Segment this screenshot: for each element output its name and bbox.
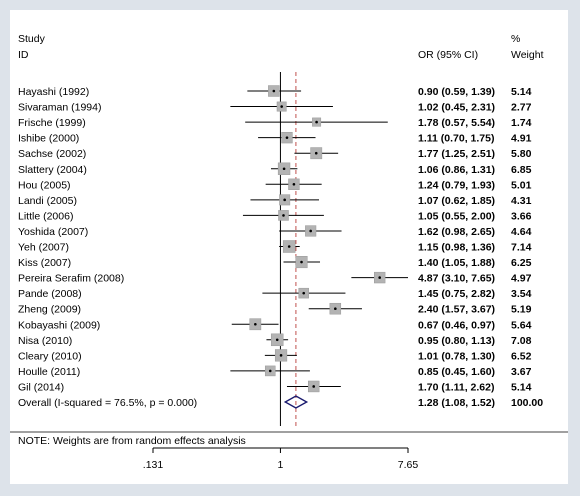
x-tick-label: 7.65 (398, 459, 419, 471)
study-name: Nisa (2010) (18, 335, 72, 347)
overall-row: Overall (I-squared = 76.5%, p = 0.000) 1.… (18, 395, 543, 409)
study-or-ci: 1.40 (1.05, 1.88) (418, 257, 495, 269)
study-weight: 4.97 (511, 273, 532, 285)
study-or-ci: 1.05 (0.55, 2.00) (418, 210, 495, 222)
forest-plot: Study ID OR (95% CI) % Weight Hayashi (1… (10, 33, 568, 471)
point-estimate (292, 183, 296, 186)
study-name: Ishibe (2000) (18, 133, 79, 145)
study-or-ci: 1.06 (0.86, 1.31) (418, 164, 495, 176)
study-or-ci: 1.11 (0.70, 1.75) (418, 133, 494, 145)
study-weight: 1.74 (511, 117, 532, 129)
header-effect: OR (95% CI) (418, 49, 478, 61)
study-name: Little (2006) (18, 210, 73, 222)
study-or-ci: 1.15 (0.98, 1.36) (418, 242, 495, 254)
overall-label: Overall (I-squared = 76.5%, p = 0.000) (18, 397, 197, 409)
study-or-ci: 2.40 (1.57, 3.67) (418, 304, 495, 316)
study-weight: 4.91 (511, 133, 532, 145)
point-estimate (300, 260, 303, 264)
study-rows: Hayashi (1992) 0.90 (0.59, 1.39) 5.14 Sivar… (18, 85, 532, 393)
note-text: NOTE: Weights are from random effects an… (18, 435, 246, 447)
x-tick-label: .131 (143, 459, 164, 471)
study-or-ci: 1.70 (1.11, 2.62) (418, 381, 494, 393)
point-estimate (309, 229, 312, 233)
study-weight: 4.31 (511, 195, 532, 207)
study-weight: 6.52 (511, 350, 532, 362)
study-name: Slattery (2004) (18, 164, 87, 176)
point-estimate (275, 338, 279, 342)
study-or-ci: 0.67 (0.46, 0.97) (418, 319, 495, 331)
study-name: Gil (2014) (18, 381, 64, 393)
study-weight: 3.54 (511, 288, 532, 300)
study-or-ci: 1.77 (1.25, 2.51) (418, 148, 495, 160)
study-name: Pereira Serafim (2008) (18, 273, 124, 285)
study-weight: 6.25 (511, 257, 532, 269)
x-tick-label: 1 (278, 459, 284, 471)
point-estimate (312, 385, 316, 388)
study-name: Frische (1999) (18, 117, 86, 129)
study-or-ci: 1.45 (0.75, 2.82) (418, 288, 495, 300)
study-name: Kiss (2007) (18, 257, 71, 269)
point-estimate (280, 105, 283, 108)
study-or-ci: 1.78 (0.57, 5.54) (418, 117, 495, 129)
study-or-ci: 1.07 (0.62, 1.85) (418, 195, 495, 207)
study-or-ci: 0.85 (0.45, 1.60) (418, 366, 495, 378)
study-name: Pande (2008) (18, 288, 82, 300)
study-weight: 7.14 (511, 242, 532, 254)
study-or-ci: 1.62 (0.98, 2.65) (418, 226, 495, 238)
point-estimate (378, 276, 381, 279)
overall-weight: 100.00 (511, 397, 543, 409)
study-name: Cleary (2010) (18, 350, 82, 362)
study-weight: 2.77 (511, 102, 532, 114)
study-weight: 5.14 (511, 86, 532, 98)
point-estimate (334, 307, 337, 311)
overall-or-ci: 1.28 (1.08, 1.52) (418, 397, 495, 409)
point-estimate (254, 322, 257, 326)
study-weight: 3.67 (511, 366, 532, 378)
study-or-ci: 0.90 (0.59, 1.39) (418, 86, 495, 98)
x-axis: .131 1 7.65 (143, 447, 419, 471)
point-estimate (285, 136, 289, 139)
study-weight: 5.01 (511, 179, 532, 191)
study-weight: 7.08 (511, 335, 532, 347)
study-name: Yeh (2007) (18, 242, 69, 254)
point-estimate (302, 291, 306, 295)
point-estimate (315, 120, 318, 124)
study-weight: 5.64 (511, 319, 532, 331)
study-or-ci: 1.01 (0.78, 1.30) (418, 350, 495, 362)
study-name: Kobayashi (2009) (18, 319, 100, 331)
overall-diamond (283, 395, 309, 409)
plot-frame: Study ID OR (95% CI) % Weight Hayashi (1… (10, 10, 568, 484)
study-weight: 4.64 (511, 226, 532, 238)
study-name: Landi (2005) (18, 195, 77, 207)
study-weight: 5.80 (511, 148, 532, 160)
point-estimate (314, 151, 318, 155)
header-study: Study (18, 33, 46, 45)
study-weight: 5.14 (511, 381, 532, 393)
study-name: Sachse (2002) (18, 148, 86, 160)
study-or-ci: 0.95 (0.80, 1.13) (418, 335, 495, 347)
study-name: Yoshida (2007) (18, 226, 88, 238)
study-or-ci: 1.24 (0.79, 1.93) (418, 179, 495, 191)
point-estimate (268, 369, 272, 373)
study-weight: 5.19 (511, 304, 532, 316)
point-estimate (279, 354, 283, 357)
point-estimate (272, 89, 276, 93)
study-weight: 3.66 (511, 210, 532, 222)
study-name: Sivaraman (1994) (18, 102, 101, 114)
header-percent: % (511, 33, 520, 45)
reference-lines (279, 72, 297, 426)
point-estimate (287, 245, 291, 248)
study-name: Hayashi (1992) (18, 86, 89, 98)
study-or-ci: 1.02 (0.45, 2.31) (418, 102, 495, 114)
study-name: Zheng (2009) (18, 304, 81, 316)
study-or-ci: 4.87 (3.10, 7.65) (418, 273, 495, 285)
header-id: ID (18, 49, 29, 61)
study-name: Hou (2005) (18, 179, 71, 191)
point-estimate (283, 198, 286, 202)
header-weight: Weight (511, 49, 544, 61)
study-name: Houlle (2011) (18, 366, 80, 378)
point-estimate (282, 167, 286, 171)
point-estimate (282, 214, 285, 217)
study-weight: 6.85 (511, 164, 532, 176)
